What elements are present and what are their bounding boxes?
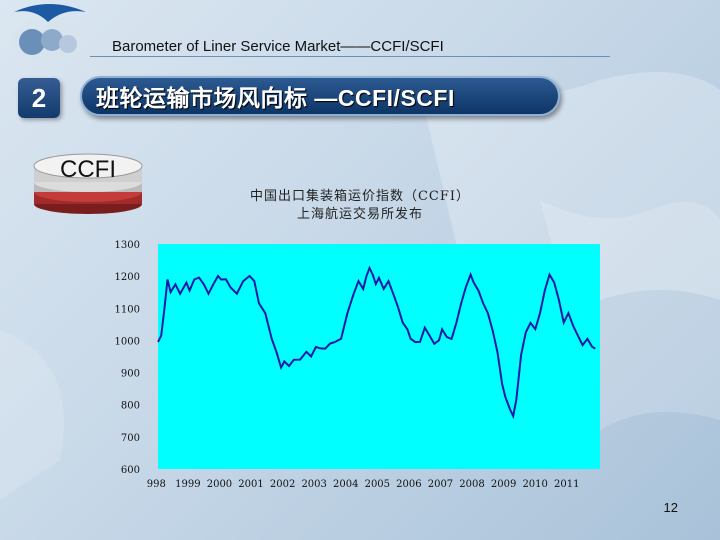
- ccfi-line-chart: 1300 1200 1100 1000 900 800 700 600 998 1999 2000…: [115, 240, 600, 490]
- x-tick-label: 2010: [522, 479, 547, 490]
- title-banner: 班轮运输市场风向标 —CCFI/SCFI: [80, 76, 560, 116]
- header-divider: [90, 56, 610, 57]
- x-tick-label: 2004: [333, 479, 358, 490]
- y-tick-label: 900: [121, 369, 140, 380]
- y-tick-label: 800: [121, 401, 140, 412]
- x-tick-label: 2011: [554, 479, 579, 490]
- x-tick-label: 2002: [270, 479, 295, 490]
- y-tick-label: 1000: [115, 336, 140, 347]
- slide-title: 班轮运输市场风向标 —CCFI/SCFI: [96, 85, 455, 111]
- x-tick-label: 2000: [207, 479, 232, 490]
- x-tick-label: 2005: [365, 479, 390, 490]
- x-tick-label: 2003: [301, 479, 326, 490]
- y-tick-label: 1100: [115, 304, 140, 315]
- chart-title: 中国出口集装箱运价指数（CCFI）: [249, 189, 471, 204]
- header-subtitle: Barometer of Liner Service Market——CCFI/…: [112, 38, 444, 55]
- series-line: [157, 265, 596, 420]
- plot-area: [158, 244, 600, 469]
- x-tick-label: 2009: [491, 479, 516, 490]
- x-tick-label: 2006: [396, 479, 421, 490]
- section-number-badge: 2: [18, 78, 60, 118]
- chart-subtitle: 上海航运交易所发布: [296, 207, 423, 222]
- y-tick-label: 600: [121, 465, 140, 476]
- y-tick-label: 1300: [115, 240, 140, 251]
- company-logo: [4, 0, 96, 70]
- x-tick-label: 2007: [428, 479, 453, 490]
- x-tick-label: 998: [147, 479, 166, 490]
- chart-title-block: 中国出口集装箱运价指数（CCFI） 上海航运交易所发布: [210, 188, 510, 224]
- disk-stack-icon: [33, 153, 143, 214]
- x-tick-label: 1999: [175, 479, 200, 490]
- x-tick-label: 2008: [459, 479, 484, 490]
- y-tick-label: 700: [121, 433, 140, 444]
- page-number: 12: [663, 500, 678, 515]
- y-tick-label: 1200: [115, 272, 140, 283]
- badge-label: CCFI: [60, 156, 116, 183]
- ccfi-badge: CCFI: [24, 152, 152, 216]
- x-tick-label: 2001: [238, 479, 263, 490]
